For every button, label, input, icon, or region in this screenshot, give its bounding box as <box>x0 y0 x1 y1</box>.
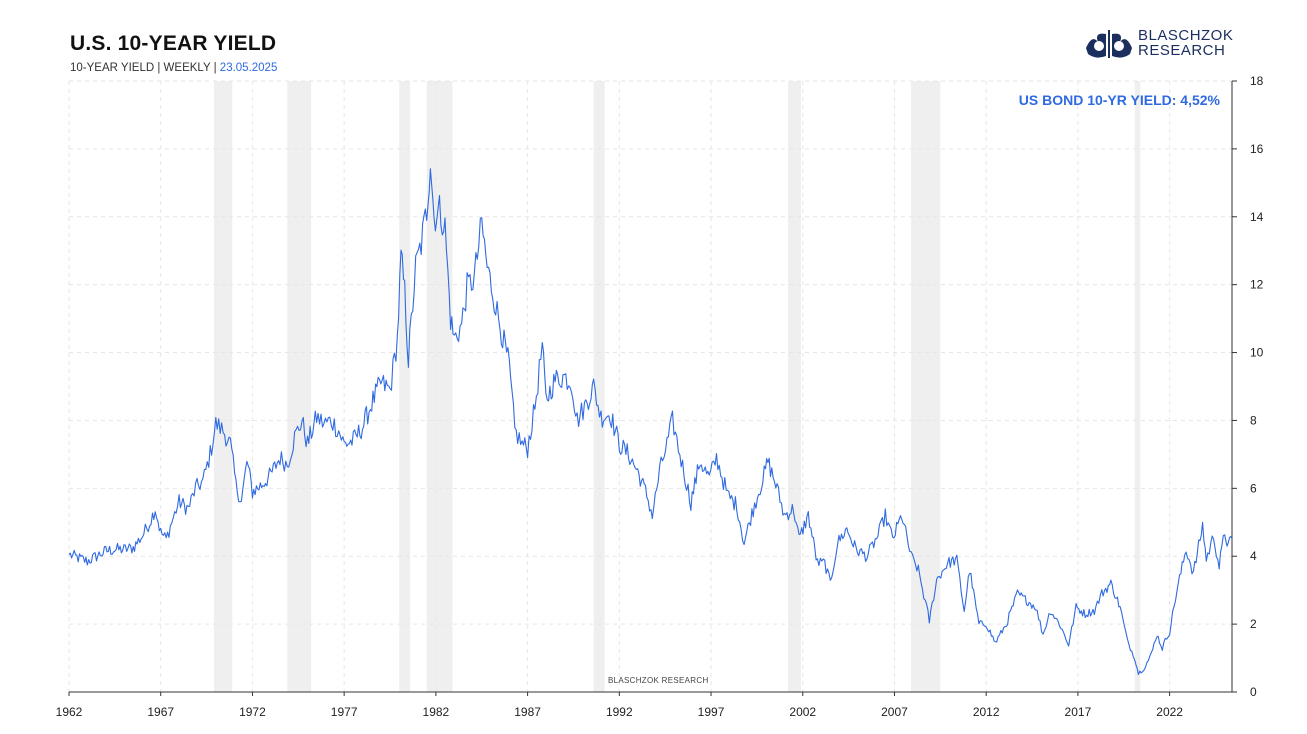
recession-bands <box>213 81 1141 692</box>
x-tick-label-2007: 2007 <box>881 705 908 719</box>
x-tick-label-2017: 2017 <box>1065 705 1092 719</box>
y-tick-label-6: 6 <box>1250 481 1257 495</box>
chart-title: U.S. 10-YEAR YIELD <box>70 32 277 55</box>
x-tick-label-1967: 1967 <box>147 705 174 719</box>
x-tick-label-1992: 1992 <box>606 705 633 719</box>
y-tick-label-8: 8 <box>1250 413 1257 427</box>
recession-band-7 <box>1134 81 1141 692</box>
y-tick-label-2: 2 <box>1250 617 1257 631</box>
brand-logo: BLASCHZOK RESEARCH <box>1084 26 1254 62</box>
y-tick-label-10: 10 <box>1250 346 1264 360</box>
y-tick-label-14: 14 <box>1250 210 1264 224</box>
subtitle-text: 10-YEAR YIELD | WEEKLY | <box>70 62 220 74</box>
y-tick-label-18: 18 <box>1250 74 1264 88</box>
recession-band-1 <box>287 81 312 692</box>
watermark-text: BLASCHZOK RESEARCH <box>608 676 709 685</box>
logo-emblem-icon <box>1086 30 1132 58</box>
logo-line1: BLASCHZOK <box>1138 27 1234 44</box>
recession-band-4 <box>593 81 605 692</box>
chart-subtitle: 10-YEAR YIELD | WEEKLY | 23.05.2025 <box>70 62 277 74</box>
recession-band-5 <box>788 81 801 692</box>
axes: 0 2 4 6 8 10 12 14 16 18 1962 1967 1972 1977 1982 1987 1… <box>56 74 1264 719</box>
series-line-us-10-year-yield <box>68 168 1233 676</box>
recession-band-0 <box>213 81 233 692</box>
x-tick-label-1962: 1962 <box>56 705 83 719</box>
x-tick-label-1982: 1982 <box>423 705 450 719</box>
subtitle-date: 23.05.2025 <box>219 62 278 74</box>
x-tick-label-1997: 1997 <box>698 705 725 719</box>
y-tick-label-12: 12 <box>1250 278 1264 292</box>
x-tick-label-1987: 1987 <box>514 705 541 719</box>
x-tick-label-2002: 2002 <box>789 705 816 719</box>
recession-band-2 <box>399 81 411 692</box>
x-tick-label-1972: 1972 <box>239 705 266 719</box>
x-tick-label-2022: 2022 <box>1156 705 1183 719</box>
logo-line2: RESEARCH <box>1138 42 1226 59</box>
series-layer <box>68 168 1233 676</box>
grid-lines <box>68 80 1232 692</box>
logo-wordmark: BLASCHZOK RESEARCH <box>1138 28 1233 58</box>
y-tick-label-0: 0 <box>1250 685 1257 699</box>
y-tick-label-4: 4 <box>1250 549 1257 563</box>
x-tick-label-2012: 2012 <box>973 705 1000 719</box>
y-tick-label-16: 16 <box>1250 142 1264 156</box>
x-tick-label-1977: 1977 <box>331 705 358 719</box>
current-yield-annotation: US BOND 10-YR YIELD: 4,52% <box>1019 92 1221 108</box>
